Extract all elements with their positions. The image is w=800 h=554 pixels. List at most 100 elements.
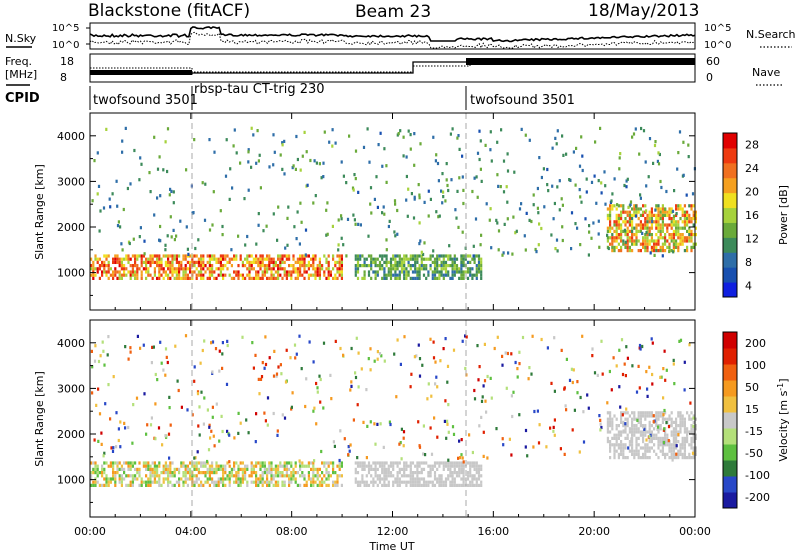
power-scatter-cell (538, 222, 541, 226)
power-cell (378, 254, 382, 258)
x-tick-label: 00:00 (679, 525, 711, 538)
power-scatter-cell (367, 234, 370, 238)
power-cell (167, 264, 170, 268)
power-cell (107, 270, 110, 274)
velocity-scatter-cell (458, 439, 461, 443)
velocity-cell (420, 477, 423, 481)
power-cell (473, 260, 476, 264)
velocity-cell (281, 474, 284, 478)
velocity-cell (609, 440, 612, 444)
power-cell (153, 273, 156, 277)
velocity-scatter-cell (645, 370, 648, 374)
power-cell (615, 217, 618, 221)
velocity-cell (642, 440, 645, 444)
power-scatter-cell (348, 134, 351, 138)
velocity-cell (686, 436, 689, 440)
velocity-cell (272, 477, 275, 481)
power-cell (657, 239, 660, 243)
velocity-scatter-cell (389, 422, 392, 427)
velocity-cell (631, 430, 634, 434)
power-cell (668, 242, 671, 246)
velocity-cell (370, 474, 373, 478)
velocity-cell (178, 480, 181, 484)
velocity-scatter-cell (206, 408, 209, 412)
power-scatter-cell (419, 142, 422, 146)
power-cell (620, 239, 623, 243)
velocity-cell (626, 433, 629, 437)
power-scatter-cell (437, 179, 440, 183)
velocity-scatter-cell (596, 373, 599, 377)
power-cell (670, 220, 673, 224)
velocity-cell (112, 467, 115, 471)
power-cell (686, 220, 689, 224)
velocity-cell (606, 411, 609, 415)
velocity-cell (418, 461, 421, 465)
power-cell (433, 260, 437, 264)
power-cell (462, 273, 465, 277)
power-cell (167, 273, 170, 277)
power-scatter-cell (385, 238, 388, 242)
power-scatter-cell (331, 128, 334, 132)
cpid-row: CPID twofsound 3501 rbsp-tau CT-trig 230… (5, 82, 575, 110)
velocity-scatter-cell (505, 386, 508, 390)
power-cell (688, 229, 691, 233)
velocity-cell (301, 471, 304, 475)
velocity-cell (659, 411, 662, 415)
velocity-cell (659, 443, 662, 447)
power-cell (436, 270, 439, 274)
power-scatter-cell (219, 209, 222, 213)
velocity-cell (147, 467, 150, 471)
velocity-scatter-cell (395, 395, 398, 399)
power-scatter-cell (149, 190, 152, 194)
power-cell (609, 220, 612, 224)
power-cell (211, 273, 214, 277)
power-cell (677, 236, 680, 240)
velocity-cell (633, 424, 636, 428)
power-cell (263, 270, 266, 274)
velocity-cell (105, 461, 108, 465)
power-cell (156, 264, 159, 268)
velocity-cell (169, 474, 172, 478)
power-cell (294, 260, 297, 264)
power-cell (657, 220, 660, 224)
velocity-cell (123, 467, 126, 471)
velocity-cell (138, 471, 141, 475)
power-scatter-cell (682, 173, 685, 177)
velocity-cell (675, 424, 678, 428)
velocity-cell (217, 467, 220, 471)
power-cell (246, 273, 249, 277)
power-cell (425, 257, 428, 261)
velocity-cell (464, 464, 467, 468)
velocity-cell (635, 446, 638, 450)
power-cell (659, 226, 662, 230)
velocity-scatter-cell (273, 349, 276, 353)
power-cell (611, 207, 614, 211)
velocity-scatter-cell (501, 363, 504, 367)
velocity-cell (294, 477, 297, 481)
power-cell (407, 257, 410, 261)
power-cell (340, 254, 343, 258)
power-cell (624, 242, 627, 246)
velocity-cell (153, 461, 156, 465)
power-cell (471, 267, 474, 271)
velocity-scatter-cell (459, 456, 462, 460)
power-cell (131, 267, 134, 271)
power-cell (666, 229, 669, 233)
power-cell (381, 264, 384, 268)
velocity-cell (686, 430, 689, 434)
power-cell (239, 254, 242, 258)
power-cell (338, 264, 341, 268)
velocity-cell (167, 477, 170, 481)
velocity-cell (440, 483, 443, 487)
velocity-cell (692, 430, 695, 434)
power-scatter-cell (520, 202, 523, 206)
power-scatter-cell (272, 163, 275, 167)
power-cell (670, 249, 673, 253)
power-cell (664, 249, 667, 253)
power-cell (114, 257, 117, 261)
velocity-cell (655, 414, 658, 418)
velocity-scatter-cell (239, 421, 242, 425)
velocity-cell (244, 477, 247, 481)
power-cell (405, 267, 408, 271)
